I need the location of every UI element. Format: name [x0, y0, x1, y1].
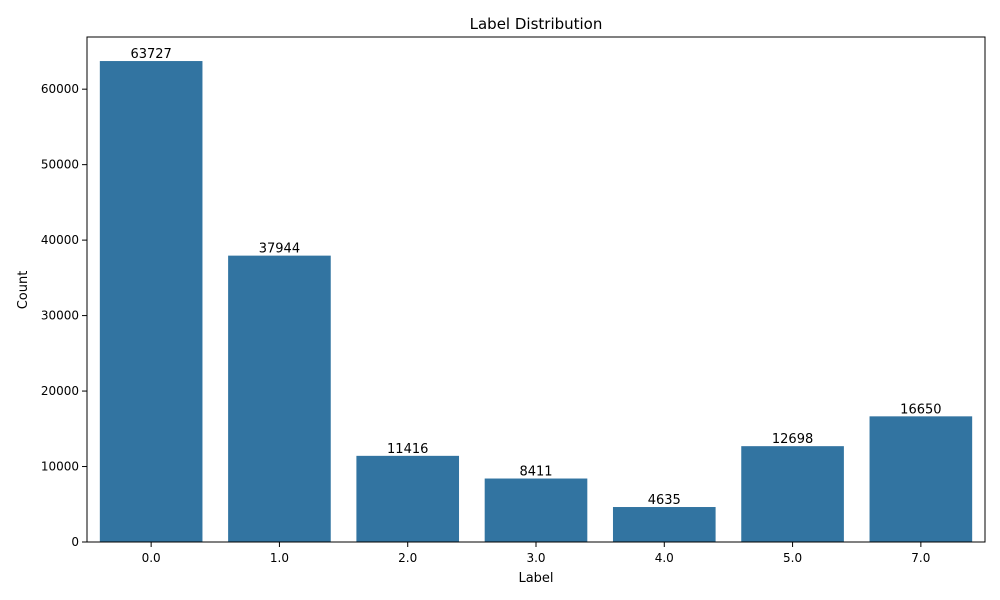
x-tick-label: 4.0 — [655, 551, 674, 565]
x-tick-label: 5.0 — [783, 551, 802, 565]
x-tick-label: 0.0 — [142, 551, 161, 565]
chart-title: Label Distribution — [470, 15, 603, 33]
bar — [100, 61, 203, 542]
y-axis-label: Count — [16, 271, 31, 310]
y-tick-label: 50000 — [41, 158, 79, 172]
y-tick-label: 20000 — [41, 384, 79, 398]
x-axis-ticks: 0.0 1.0 2.0 3.0 4.0 5.0 7.0 — [142, 542, 931, 565]
bar-value-label: 16650 — [900, 402, 941, 417]
bar-value-label: 12698 — [772, 432, 813, 447]
bar — [485, 479, 588, 542]
x-tick-label: 7.0 — [911, 551, 930, 565]
x-tick-label: 3.0 — [526, 551, 545, 565]
x-axis-label: Label — [518, 571, 553, 586]
bar — [228, 256, 331, 542]
bar-value-label: 37944 — [259, 242, 300, 257]
y-tick-label: 40000 — [41, 233, 79, 247]
x-tick-label: 2.0 — [398, 551, 417, 565]
bar — [613, 507, 716, 542]
x-tick-label: 1.0 — [270, 551, 289, 565]
y-tick-label: 10000 — [41, 460, 79, 474]
bar — [741, 446, 844, 542]
bar — [356, 456, 459, 542]
bar-value-label: 8411 — [519, 465, 552, 480]
bar-value-label: 63727 — [130, 47, 171, 62]
y-tick-label: 60000 — [41, 82, 79, 96]
y-tick-label: 30000 — [41, 309, 79, 323]
bar-value-label: 11416 — [387, 442, 428, 457]
bar-value-label: 4635 — [648, 493, 681, 508]
y-axis-ticks: 0 10000 20000 30000 40000 50000 60000 — [41, 82, 87, 549]
y-tick-label: 0 — [71, 535, 79, 549]
bar — [870, 416, 973, 542]
